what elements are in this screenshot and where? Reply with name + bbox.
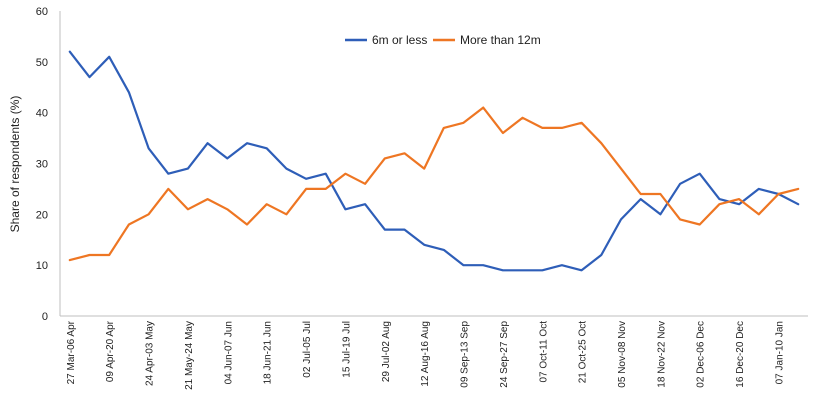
x-axis-ticks: 27 Mar-06 Apr 09 Apr-20 Apr 24 Apr-03 May 2… <box>66 320 786 390</box>
x-tick-label: 05 Nov-08 Nov <box>617 321 628 388</box>
x-tick-label: 18 Jun-21 Jun <box>263 321 274 384</box>
y-tick-label: 0 <box>42 311 48 323</box>
x-tick-label: 16 Dec-20 Dec <box>735 321 746 388</box>
x-tick-label: 07 Jan-10 Jan <box>774 321 785 384</box>
legend-label: More than 12m <box>460 33 541 47</box>
x-tick-label: 07 Oct-11 Oct <box>538 321 549 383</box>
series-line-six-months-or-less <box>68 50 800 272</box>
x-tick-label: 09 Sep-13 Sep <box>460 321 471 388</box>
y-axis-label: Share of respondents (%) <box>8 96 22 233</box>
x-tick-label: 02 Dec-06 Dec <box>696 321 707 388</box>
y-tick-label: 50 <box>36 57 48 69</box>
legend: 6m or less More than 12m <box>345 33 541 47</box>
y-tick-label: 60 <box>36 6 48 18</box>
y-tick-label: 10 <box>36 260 48 272</box>
x-tick-label: 02 Jul-05 Jul <box>302 321 313 378</box>
y-tick-label: 30 <box>36 159 48 171</box>
y-axis-ticks: 0 10 20 30 40 50 60 <box>36 6 48 323</box>
x-tick-label: 24 Sep-27 Sep <box>499 321 510 388</box>
x-tick-label: 04 Jun-07 Jun <box>223 321 234 384</box>
y-tick-label: 20 <box>36 209 48 221</box>
x-tick-label: 18 Nov-22 Nov <box>656 321 667 388</box>
x-tick-label: 09 Apr-20 Apr <box>105 320 116 382</box>
x-tick-label: 21 Oct-25 Oct <box>578 321 589 383</box>
x-tick-label: 15 Jul-19 Jul <box>341 321 352 378</box>
series-line-more-than-12m <box>68 106 800 262</box>
x-tick-label: 12 Aug-16 Aug <box>420 321 431 387</box>
axes <box>59 11 808 317</box>
legend-label: 6m or less <box>372 33 427 47</box>
x-tick-label: 24 Apr-03 May <box>145 321 156 386</box>
x-tick-label: 29 Jul-02 Aug <box>381 321 392 382</box>
x-tick-label: 27 Mar-06 Apr <box>66 320 77 384</box>
x-tick-label: 21 May-24 May <box>184 321 195 390</box>
series-lines <box>68 50 800 272</box>
y-tick-label: 40 <box>36 108 48 120</box>
